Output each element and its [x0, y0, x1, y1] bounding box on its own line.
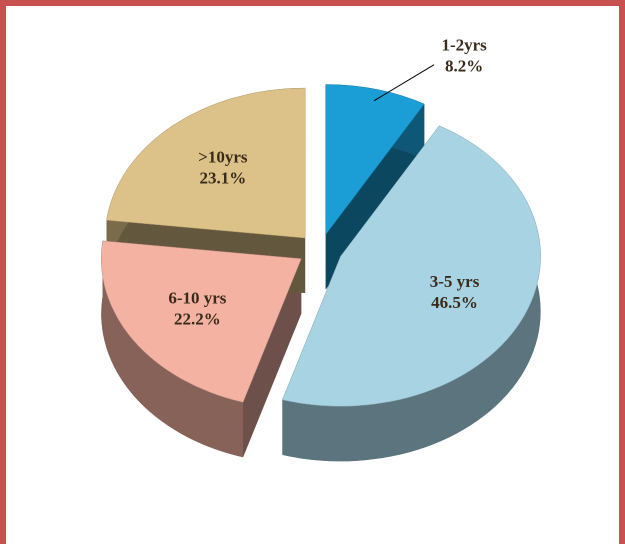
slice-label: 1-2yrs [441, 36, 487, 55]
slice-value-label: 46.5% [431, 293, 478, 312]
pie-side [282, 125, 541, 462]
slice-value-label: 22.2% [174, 309, 221, 328]
pie-slice [100, 240, 302, 403]
slice-label: 6-10 yrs [168, 288, 226, 307]
pie-slice [282, 125, 541, 407]
slice-value-label: 8.2% [445, 57, 483, 76]
slice-label: >10yrs [198, 147, 248, 166]
slice-label: 3-5 yrs [430, 272, 480, 291]
leader-line [373, 64, 435, 102]
pie-slice [106, 87, 306, 239]
pie-slice [325, 84, 425, 236]
slice-value-label: 23.1% [199, 168, 246, 187]
pie-side [101, 240, 244, 458]
